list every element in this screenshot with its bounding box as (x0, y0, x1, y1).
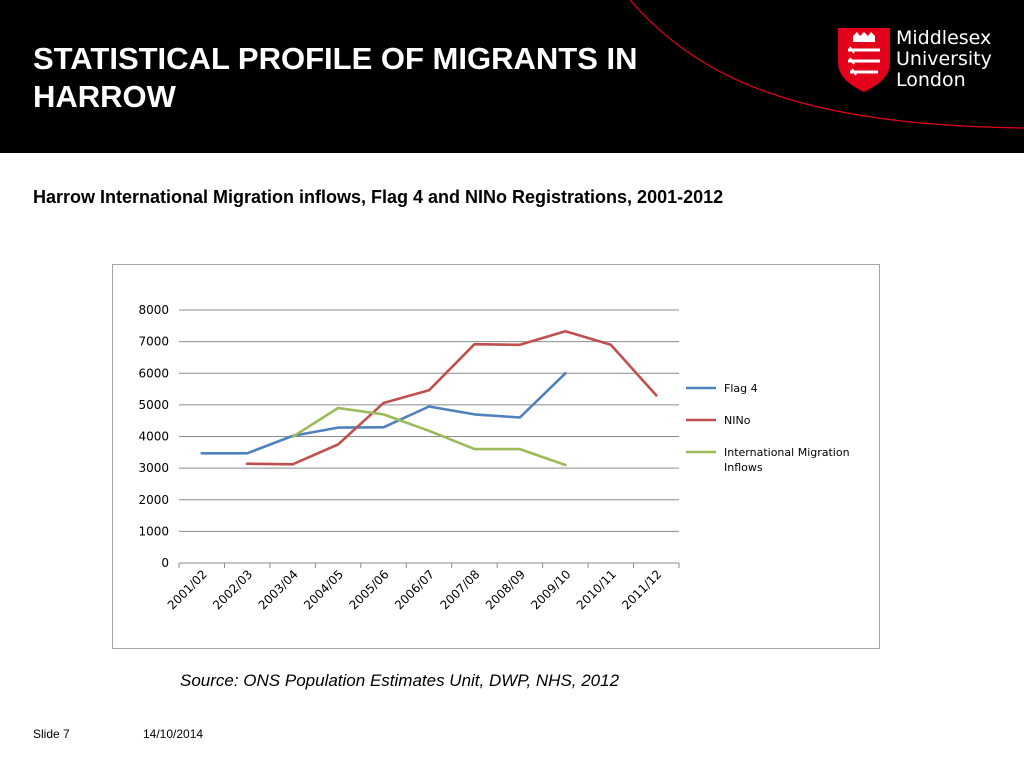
chart-title: Harrow International Migration inflows, … (33, 187, 724, 207)
x-tick-label: 2001/02 (165, 567, 210, 612)
x-tick-label: 2008/09 (483, 567, 528, 612)
y-tick-label: 5000 (138, 398, 169, 412)
series-line-1 (200, 372, 567, 455)
series-line-2 (245, 329, 658, 466)
y-tick-label: 8000 (138, 303, 169, 317)
logo-line-3: London (896, 69, 966, 91)
logo-line-2: University (896, 48, 992, 70)
y-tick-label: 7000 (138, 335, 169, 349)
y-tick-label: 2000 (138, 493, 169, 507)
x-tick-label: 2010/11 (574, 567, 619, 612)
legend-label: Flag 4 (724, 382, 758, 395)
logo-line-1: Middlesex (896, 27, 992, 49)
shield-icon (838, 28, 890, 92)
x-tick-label: 2005/06 (347, 567, 392, 612)
legend-label: International Migration (724, 446, 850, 459)
x-tick-label: 2007/08 (437, 567, 482, 612)
x-tick-label: 2003/04 (256, 567, 301, 612)
slide-title: STATISTICAL PROFILE OF MIGRANTS IN HARRO… (33, 41, 638, 114)
slide-date: 14/10/2014 (143, 727, 204, 741)
line-chart: 0 1000 2000 3000 4000 5000 6000 7000 8000 2001/02… (138, 303, 850, 612)
slide-number: Slide 7 (33, 727, 70, 741)
y-tick-label: 4000 (138, 430, 169, 444)
x-tick-label: 2004/05 (301, 567, 346, 612)
legend-label: NINo (724, 414, 751, 427)
header-banner: STATISTICAL PROFILE OF MIGRANTS IN HARRO… (0, 0, 1024, 153)
y-tick-label: 1000 (138, 524, 169, 538)
y-tick-label: 3000 (138, 461, 169, 475)
chart-frame: 0 1000 2000 3000 4000 5000 6000 7000 8000 2001/02… (112, 264, 880, 649)
y-tick-label: 0 (161, 556, 169, 570)
x-tick-label: 2006/07 (392, 567, 437, 612)
series-line-3 (291, 406, 567, 467)
legend-label: Inflows (724, 461, 763, 474)
source-note: Source: ONS Population Estimates Unit, D… (180, 671, 620, 690)
x-tick-label: 2002/03 (210, 567, 255, 612)
logo-wordmark: Middlesex University London (896, 28, 992, 91)
x-tick-label: 2011/12 (619, 567, 664, 612)
y-tick-label: 6000 (138, 366, 169, 380)
decorative-red-curve (629, 0, 1024, 129)
x-tick-label: 2009/10 (528, 567, 573, 612)
